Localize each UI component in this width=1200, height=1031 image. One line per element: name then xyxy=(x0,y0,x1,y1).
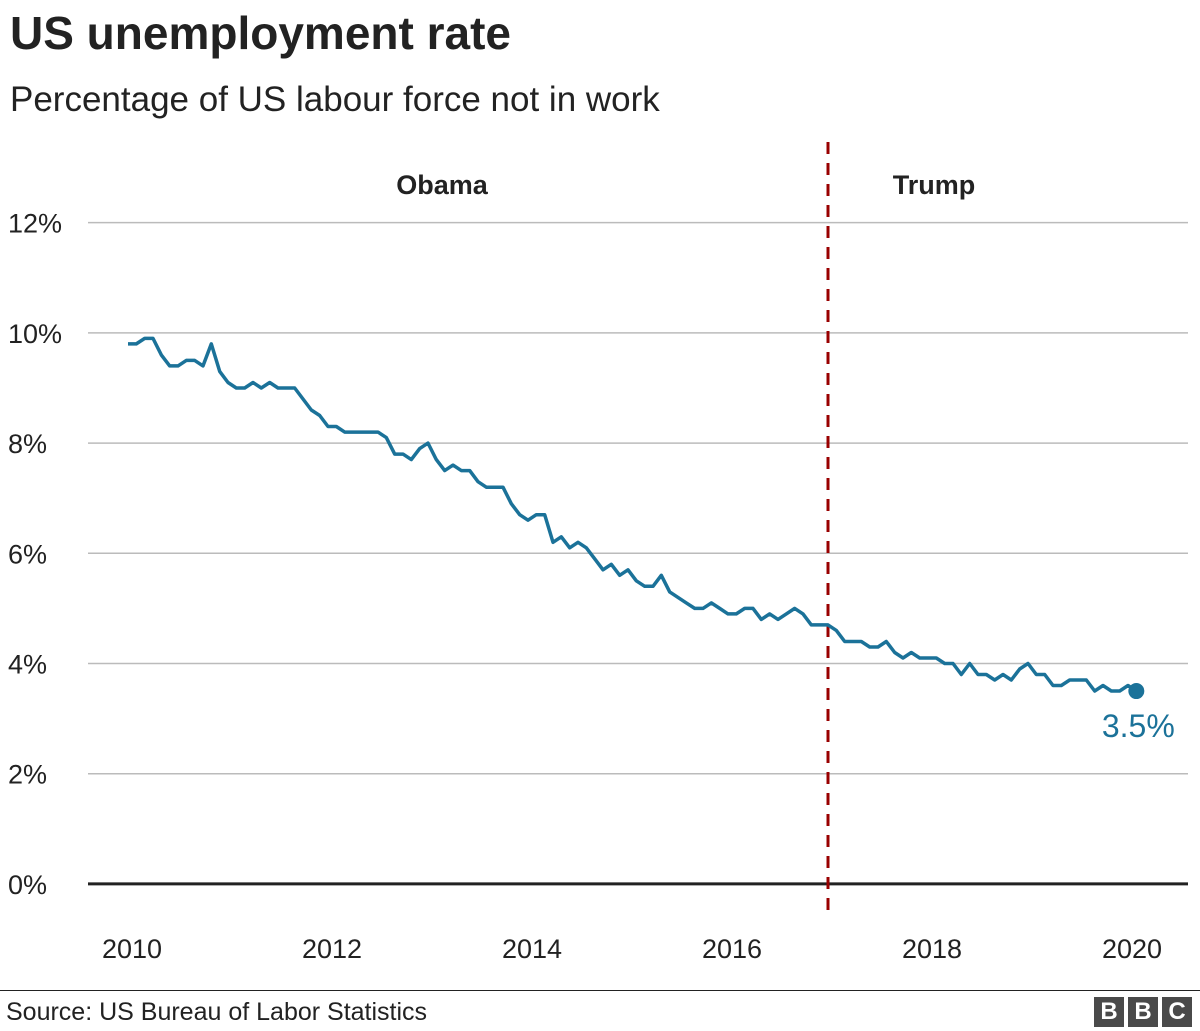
latest-value-label: 3.5% xyxy=(1102,708,1175,744)
x-tick-label: 2016 xyxy=(702,934,762,964)
bbc-logo: B B C xyxy=(1094,997,1192,1027)
y-tick-label: 0% xyxy=(8,870,47,900)
bbc-logo-letter: B xyxy=(1128,997,1158,1027)
y-tick-label: 4% xyxy=(8,649,47,679)
unemployment-line-chart: 0% 2% 4% 6% 8% 10% 12% 2010 2012 2014 2016 2018 2020… xyxy=(8,142,1188,964)
y-tick-label: 8% xyxy=(8,429,47,459)
unemployment-rate-line xyxy=(128,336,1138,693)
footer-divider xyxy=(0,990,1200,991)
x-tick-label: 2012 xyxy=(302,934,362,964)
y-tick-label: 12% xyxy=(8,209,62,239)
y-tick-label: 6% xyxy=(8,539,47,569)
period-label-trump: Trump xyxy=(893,170,976,200)
y-tick-label: 10% xyxy=(8,319,62,349)
period-label-obama: Obama xyxy=(396,170,489,200)
bbc-logo-letter: C xyxy=(1162,997,1192,1027)
bbc-logo-letter: B xyxy=(1094,997,1124,1027)
latest-value-marker xyxy=(1128,683,1145,700)
y-tick-label: 2% xyxy=(8,760,47,790)
chart-title: US unemployment rate xyxy=(10,7,511,59)
chart-subtitle: Percentage of US labour force not in wor… xyxy=(10,80,660,119)
source-note: Source: US Bureau of Labor Statistics xyxy=(6,998,428,1026)
x-tick-label: 2010 xyxy=(102,934,162,964)
x-tick-label: 2014 xyxy=(502,934,562,964)
x-tick-label: 2018 xyxy=(902,934,962,964)
x-tick-label: 2020 xyxy=(1102,934,1162,964)
